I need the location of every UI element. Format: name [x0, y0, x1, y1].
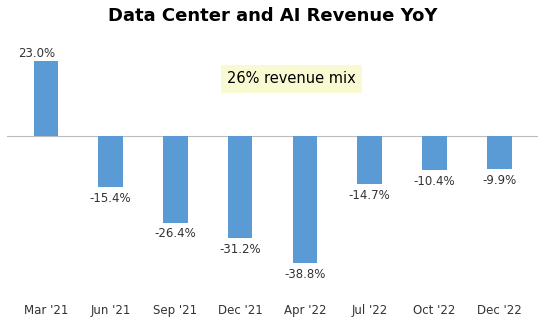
Bar — [98, 136, 123, 187]
Text: 26% revenue mix: 26% revenue mix — [227, 71, 356, 86]
Text: -26.4%: -26.4% — [154, 227, 196, 240]
Bar — [358, 136, 382, 184]
Text: 23.0%: 23.0% — [19, 47, 56, 60]
Text: -15.4%: -15.4% — [90, 191, 131, 204]
Text: -9.9%: -9.9% — [482, 174, 516, 187]
Title: Data Center and AI Revenue YoY: Data Center and AI Revenue YoY — [108, 7, 437, 25]
Bar — [33, 62, 58, 136]
Bar — [487, 136, 512, 169]
Bar — [228, 136, 252, 238]
Bar — [163, 136, 187, 223]
Text: -31.2%: -31.2% — [219, 243, 261, 256]
Text: -14.7%: -14.7% — [349, 189, 391, 202]
Text: -38.8%: -38.8% — [284, 268, 325, 281]
Text: -10.4%: -10.4% — [414, 175, 455, 188]
Bar — [293, 136, 317, 263]
Bar — [422, 136, 447, 170]
